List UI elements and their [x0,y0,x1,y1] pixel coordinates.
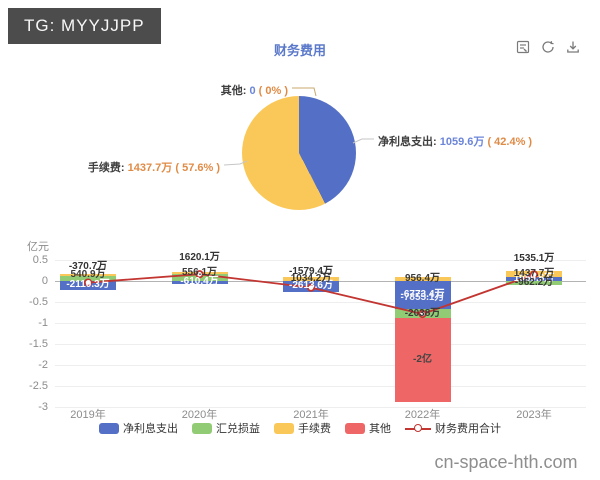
legend-swatch [345,422,365,434]
page-title: 财务费用 [273,43,326,58]
x-axis-label: 2021年 [293,409,329,421]
legend-swatch [99,422,119,434]
bar-segment-其他[interactable] [394,318,451,402]
gridline [55,407,586,408]
chart-legend: 净利息支出 汇兑损益 手续费 其他 财务费用合计 [0,420,600,436]
legend-item-汇兑损益[interactable]: 汇兑损益 [192,420,260,436]
pie-label-net-interest-value: 1059.6万 [439,136,485,148]
y-axis-unit-label: 亿元 [27,241,49,253]
data-label: -2038万 [404,307,441,319]
download-icon[interactable] [566,40,580,54]
data-label: -2亿 [413,354,432,365]
pie-label-other: 其他: 0 ( 0% ) [200,82,288,98]
y-tick-label: 0.5 [32,254,48,266]
pie-label-fees-name: 手续费: [87,162,125,174]
legend-label: 手续费 [298,423,331,435]
pie-label-other-value: 0 [249,85,256,97]
x-axis-label: 2019年 [70,409,106,421]
pie-label-net-interest-percent: ( 42.4% ) [487,136,533,148]
gridline [55,302,586,303]
y-tick-label: -0.5 [29,296,48,308]
data-label: -370.7万 [68,260,108,272]
x-axis-label: 2022年 [404,409,441,421]
data-label: 1620.1万 [179,252,220,264]
legend-label: 汇兑损益 [216,423,260,435]
y-tick-label: -1.5 [29,338,48,350]
legend-swatch [192,422,212,434]
pie-label-net-interest-name: 净利息支出: [378,136,437,148]
legend-swatch [274,422,294,434]
y-tick-label: -1 [38,317,48,329]
pie-label-other-name: 其他: [220,85,247,97]
data-label: -610.4万 [180,276,219,288]
data-label: -1579.4万 [289,265,333,277]
data-label: 540.9万 [70,268,106,280]
pie-label-other-percent: ( 0% ) [258,85,288,97]
pie-chart[interactable] [242,96,356,210]
gridline [55,365,586,366]
y-tick-label: 0 [41,275,48,287]
legend-label: 财务费用合计 [435,423,501,435]
data-label: 956.4万 [404,272,441,284]
legend-item-其他[interactable]: 其他 [345,420,391,436]
gridline [55,323,586,324]
legend-item-手续费[interactable]: 手续费 [274,420,331,436]
pie-label-fees-value: 1437.7万 [127,162,173,174]
x-axis-label: 2023年 [516,409,552,421]
data-label: 556.1万 [181,266,218,278]
x-axis-label: 2020年 [181,409,218,421]
legend-label: 净利息支出 [123,423,178,435]
refresh-icon[interactable] [541,40,555,54]
y-tick-label: -2 [38,359,48,371]
y-tick-label: -2.5 [29,380,48,392]
gridline [55,344,586,345]
data-label: -6773.4万 [400,289,445,301]
legend-line-marker [405,423,431,433]
chart-toolbar [516,40,580,54]
gridline [55,386,586,387]
data-label: -962.2万 [514,277,554,289]
tg-badge: TG: MYYJJPP [8,8,161,44]
data-label: 1437.7万 [513,267,555,279]
data-label: -2613.6万 [289,280,333,292]
gridline [55,260,586,261]
legend-item-财务费用合计[interactable]: 财务费用合计 [405,420,501,436]
data-label: -7855.1万 [400,292,445,303]
watermark: cn-space-hth.com [412,445,600,480]
data-label: 1059.6万 [513,272,555,284]
legend-label: 其他 [369,423,391,435]
legend-item-净利息支出[interactable]: 净利息支出 [99,420,178,436]
data-label: 1034.2万 [290,272,332,284]
data-label: -2110.3万 [66,279,110,291]
pie-label-fees: 手续费: 1437.7万 ( 57.6% ) [70,159,220,175]
y-tick-label: -3 [38,401,48,413]
report-icon[interactable] [516,40,530,54]
pie-label-net-interest: 净利息支出: 1059.6万 ( 42.4% ) [378,133,532,149]
data-label: 1535.1万 [513,252,555,264]
pie-label-fees-percent: ( 57.6% ) [175,162,220,174]
